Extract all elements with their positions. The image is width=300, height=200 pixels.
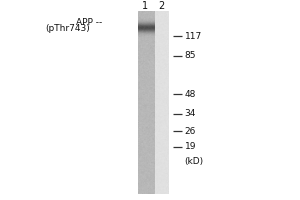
Text: 48: 48 bbox=[184, 90, 196, 99]
Text: 1: 1 bbox=[142, 1, 148, 11]
Text: APP --: APP -- bbox=[76, 18, 102, 27]
Text: 34: 34 bbox=[184, 109, 196, 118]
Text: 19: 19 bbox=[184, 142, 196, 151]
Text: 2: 2 bbox=[158, 1, 164, 11]
Text: (kD): (kD) bbox=[184, 157, 204, 166]
Text: 85: 85 bbox=[184, 51, 196, 60]
Text: 117: 117 bbox=[184, 32, 202, 41]
Text: 26: 26 bbox=[184, 127, 196, 136]
Text: (pThr743): (pThr743) bbox=[45, 24, 90, 33]
